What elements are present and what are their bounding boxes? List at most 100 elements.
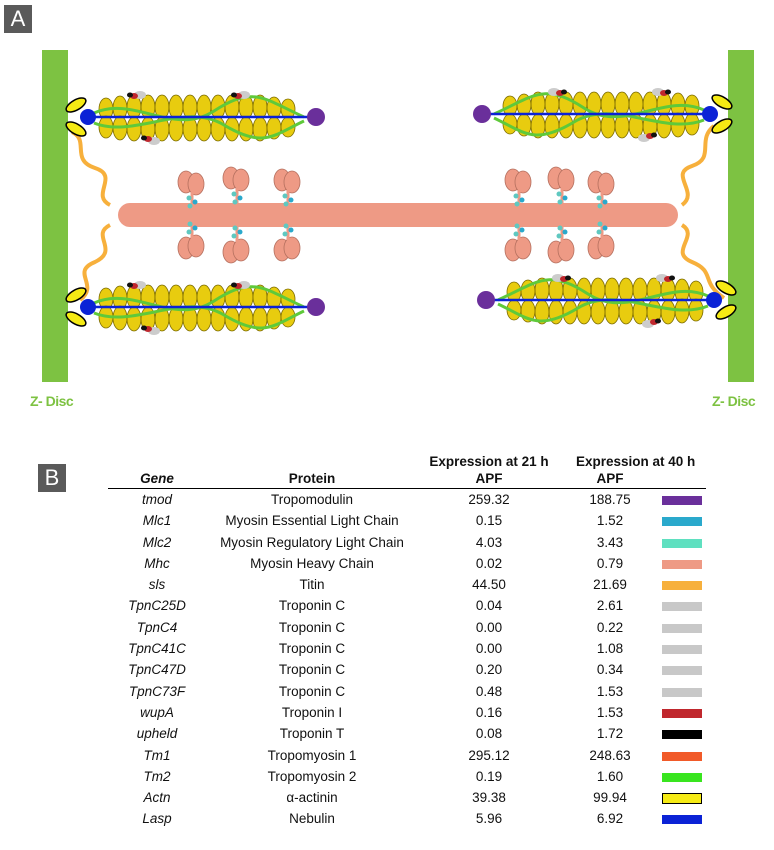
gene-cell: sls — [148, 577, 166, 593]
table-row: Mhc Myosin Heavy Chain 0.02 0.79 — [108, 553, 706, 574]
gene-cell: Mlc2 — [142, 534, 172, 550]
gene-cell: TpnC47D — [128, 662, 186, 678]
expr40-cell: 1.72 — [596, 726, 624, 742]
expr21-cell: 0.04 — [475, 598, 503, 614]
header-expr21-line1: Expression at 21 h — [429, 454, 549, 469]
color-swatch — [662, 602, 702, 612]
expr40-cell: 0.79 — [596, 555, 624, 571]
expr40-cell: 99.94 — [593, 790, 627, 806]
color-swatch — [662, 687, 702, 697]
gene-cell: TpnC25D — [128, 598, 186, 614]
color-swatch — [662, 645, 702, 655]
gene-cell: tmod — [141, 492, 172, 507]
expr40-cell: 6.92 — [596, 811, 624, 827]
table-row: wupA Troponin I 0.16 1.53 — [108, 702, 706, 723]
expr40-cell: 2.61 — [596, 598, 624, 614]
header-expr40-line1: Expression at 40 h — [576, 454, 696, 469]
protein-cell: Troponin C — [278, 619, 346, 635]
header-protein: Protein — [206, 470, 418, 489]
color-swatch — [662, 815, 702, 825]
table-row: TpnC41C Troponin C 0.00 1.08 — [108, 638, 706, 659]
protein-cell: α-actinin — [286, 790, 338, 806]
gene-cell: Mlc1 — [142, 513, 172, 529]
gene-cell: TpnC41C — [128, 641, 186, 657]
gene-cell: wupA — [140, 704, 174, 720]
expr21-cell: 4.03 — [475, 534, 503, 550]
table-row: Tm2 Tropomyosin 2 0.19 1.60 — [108, 766, 706, 787]
expr40-cell: 1.53 — [596, 704, 624, 720]
protein-cell: Troponin I — [281, 704, 343, 720]
table-row: Tm1 Tropomyosin 1 295.12 248.63 — [108, 745, 706, 766]
expr21-cell: 0.00 — [475, 641, 503, 657]
z-disc-left — [42, 50, 68, 382]
expr21-cell: 0.16 — [475, 704, 503, 720]
panel-a-label: A — [4, 5, 32, 33]
expr21-cell: 0.08 — [475, 726, 503, 742]
table-row: upheld Troponin T 0.08 1.72 — [108, 723, 706, 744]
protein-cell: Troponin C — [278, 683, 346, 699]
expr40-cell: 1.08 — [596, 641, 624, 657]
expr21-cell: 0.48 — [475, 683, 503, 699]
gene-cell: TpnC73F — [128, 683, 186, 699]
table-row: TpnC47D Troponin C 0.20 0.34 — [108, 659, 706, 680]
thin-filament-bottom-left — [62, 279, 327, 337]
titin-bottom-right — [680, 223, 726, 300]
expr40-cell: 21.69 — [593, 577, 627, 593]
z-disc-label-right: Z- Disc — [712, 393, 756, 409]
protein-cell: Myosin Heavy Chain — [250, 555, 374, 571]
gene-cell: Lasp — [142, 811, 172, 827]
table-row: TpnC4 Troponin C 0.00 0.22 — [108, 617, 706, 638]
color-swatch — [662, 666, 702, 676]
protein-cell: Myosin Essential Light Chain — [225, 513, 399, 529]
expr40-cell: 0.22 — [596, 619, 624, 635]
expr40-cell: 0.34 — [596, 662, 624, 678]
gene-cell: TpnC4 — [136, 619, 178, 635]
expr40-cell: 188.75 — [589, 492, 631, 507]
color-swatch — [662, 772, 702, 782]
expr21-cell: 0.15 — [475, 513, 503, 529]
protein-cell: Troponin C — [278, 598, 346, 614]
color-swatch — [662, 793, 702, 805]
gene-cell: Tm1 — [143, 747, 171, 763]
expr40-cell: 248.63 — [589, 747, 631, 763]
color-swatch — [662, 623, 702, 633]
expression-table: Expression at 21 h Expression at 40 h Ge… — [108, 453, 706, 830]
table-row: Lasp Nebulin 5.96 6.92 — [108, 808, 706, 829]
expr40-cell: 1.52 — [596, 513, 624, 529]
protein-cell: Myosin Regulatory Light Chain — [220, 534, 404, 550]
titin-top-right — [680, 124, 716, 207]
table-row: TpnC73F Troponin C 0.48 1.53 — [108, 681, 706, 702]
header-expr21-line2: APF — [418, 470, 560, 489]
expr21-cell: 44.50 — [472, 577, 506, 593]
thin-filament-top-right — [471, 86, 736, 144]
protein-cell: Nebulin — [289, 811, 335, 827]
expr21-cell: 0.19 — [475, 768, 503, 784]
protein-cell: Tropomodulin — [270, 492, 354, 507]
z-disc-label-left: Z- Disc — [30, 393, 74, 409]
expr21-cell: 0.02 — [475, 555, 503, 571]
expr21-cell: 0.00 — [475, 619, 503, 635]
protein-cell: Troponin C — [278, 641, 346, 657]
sarcomere-diagram — [42, 50, 754, 382]
gene-cell: Mhc — [144, 555, 170, 571]
thin-filament-bottom-right — [475, 272, 740, 330]
titin-bottom-left — [78, 223, 112, 302]
gene-cell: upheld — [136, 726, 178, 742]
protein-cell: Tropomyosin 2 — [267, 768, 357, 784]
color-swatch — [662, 538, 702, 548]
table-row: sls Titin 44.50 21.69 — [108, 574, 706, 595]
expr21-cell: 259.32 — [468, 492, 510, 507]
table-row: Mlc2 Myosin Regulatory Light Chain 4.03 3.4… — [108, 532, 706, 553]
color-swatch — [662, 495, 702, 505]
protein-cell: Titin — [299, 577, 325, 593]
header-gene: Gene — [108, 470, 206, 489]
expr21-cell: 5.96 — [475, 811, 503, 827]
panel-b-label: B — [38, 464, 66, 492]
gene-cell: Actn — [143, 790, 171, 806]
color-swatch — [662, 517, 702, 527]
color-swatch — [662, 559, 702, 569]
table-row: TpnC25D Troponin C 0.04 2.61 — [108, 595, 706, 616]
expr21-cell: 295.12 — [468, 747, 510, 763]
expr21-cell: 0.20 — [475, 662, 503, 678]
color-swatch — [662, 751, 702, 761]
